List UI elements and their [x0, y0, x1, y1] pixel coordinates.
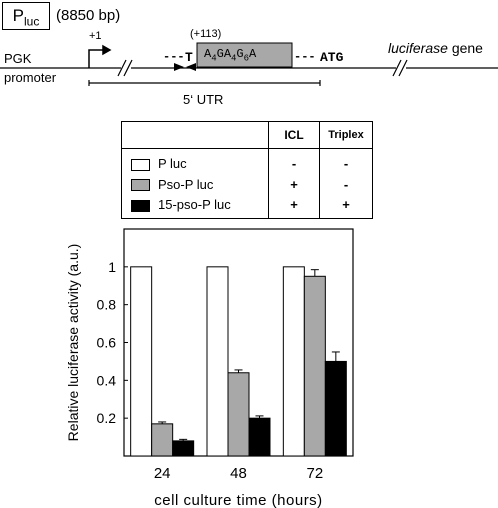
legend-icl-value: - — [291, 156, 297, 171]
utr-label: 5‘ UTR — [183, 92, 224, 107]
utr-bracket — [88, 80, 321, 86]
triplex-site-box — [196, 42, 293, 68]
plasmid-size: (8850 bp) — [56, 7, 121, 24]
construct-diagram — [0, 42, 498, 86]
legend-item: P luc — [122, 154, 268, 175]
legend-item: Pso-P luc — [122, 175, 268, 196]
legend-col-triplex: Triplex — [319, 121, 373, 149]
legend-labels-cell: P luc Pso-P luc 15-pso-P luc — [121, 148, 269, 219]
bar-1-48 — [227, 372, 250, 457]
legend-label: Pso-P luc — [158, 176, 214, 192]
gene-word: gene — [451, 40, 483, 56]
legend-col-icl: ICL — [268, 121, 320, 149]
gene-name: luciferase — [388, 40, 448, 56]
legend-table: ICL Triplex P luc Pso-P luc 15-pso-P luc… — [121, 121, 373, 219]
legend-icl-value: + — [290, 197, 298, 212]
dashes-left: --- — [163, 50, 185, 64]
x-tick-label: 72 — [306, 465, 323, 482]
plasmid-name-box: Pluc — [2, 2, 50, 30]
y-axis-label: Relative luciferase activity (a.u.) — [65, 244, 81, 442]
y-tick-label: 0.6 — [97, 335, 117, 351]
dashes-right: --- — [294, 50, 316, 64]
promoter-label: promoter — [4, 70, 57, 85]
bar-2-48 — [248, 417, 271, 457]
tss-label: +1 — [89, 30, 102, 42]
bar-chart: 0.2 0.4 0.6 0.8 1 24 48 72 cell culture time (ho… — [65, 228, 354, 508]
y-tick-label: 0.4 — [97, 372, 117, 388]
plasmid-name: P — [12, 6, 24, 25]
swatch-p-luc — [131, 158, 150, 171]
legend-icl-cell: - + + — [268, 148, 320, 219]
bar-1-24 — [151, 423, 174, 457]
legend-triplex-value: + — [342, 197, 350, 212]
x-tick-label: 24 — [154, 465, 171, 482]
tss-arrow-icon — [88, 44, 112, 68]
x-tick-label: 48 — [230, 465, 247, 482]
atg-codon: ATG — [320, 50, 344, 65]
legend-icl-value: + — [290, 176, 298, 192]
bar-2-24 — [172, 440, 195, 457]
legend-item: 15-pso-P luc — [122, 195, 268, 216]
legend-label: P luc — [158, 156, 187, 171]
bar-0-24 — [130, 266, 153, 457]
legend-label: 15-pso-P luc — [158, 197, 231, 212]
plasmid-subscript: luc — [24, 14, 40, 29]
t-letter: T — [185, 50, 193, 65]
triplex-site-sequence: A4GA4G6A — [204, 47, 257, 64]
bar-0-72 — [282, 266, 305, 457]
swatch-15-pso-p-luc — [131, 199, 150, 212]
bar-2-72 — [324, 360, 347, 457]
legend-header-blank — [121, 121, 269, 149]
break-mark-2 — [392, 59, 408, 77]
legend-triplex-value: - — [343, 176, 349, 192]
psoralen-bowtie-icon-right — [186, 63, 196, 71]
y-tick-label: 1 — [108, 259, 116, 275]
legend-triplex-value: - — [343, 156, 349, 171]
bar-0-48 — [206, 266, 229, 457]
x-axis-label: cell culture time (hours) — [154, 492, 322, 508]
y-tick-label: 0.8 — [97, 297, 117, 313]
promoter-name: PGK — [4, 51, 32, 66]
y-tick-label: 0.2 — [97, 410, 117, 426]
legend-triplex-cell: - - + — [319, 148, 373, 219]
bar-1-72 — [303, 275, 326, 457]
break-mark-1 — [117, 59, 133, 77]
swatch-pso-p-luc — [131, 179, 150, 192]
psoralen-bowtie-icon — [174, 63, 184, 71]
site-position-label: (+113) — [190, 28, 222, 40]
